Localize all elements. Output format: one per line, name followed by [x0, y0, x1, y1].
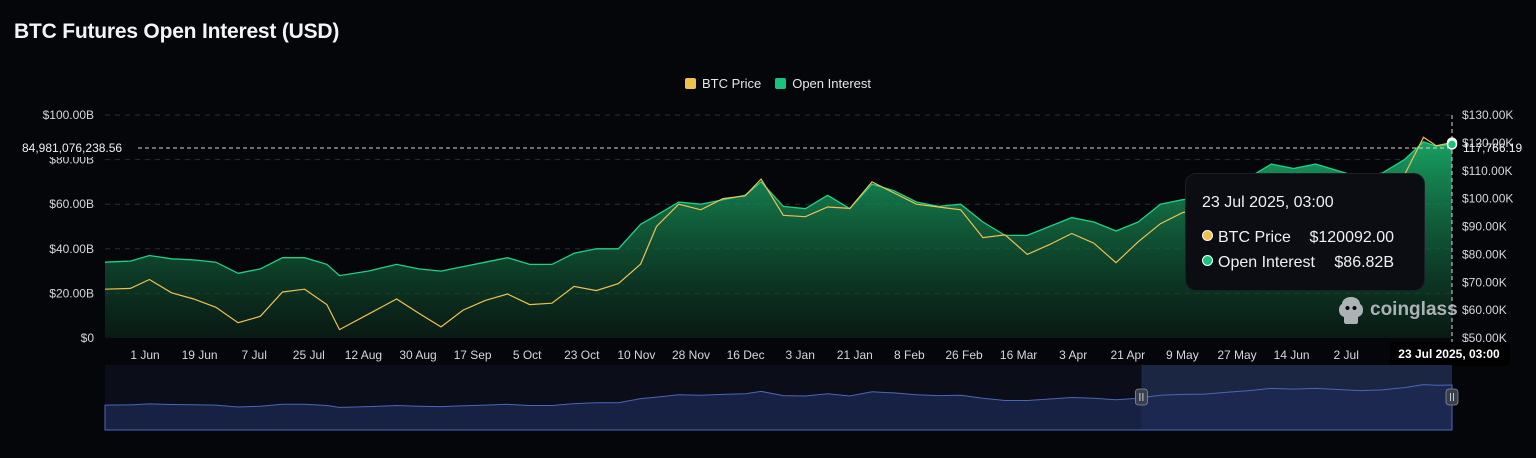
- x-tick-label: 27 May: [1217, 348, 1256, 362]
- crosshair-x-label-bg: [1390, 342, 1510, 366]
- tooltip-label-open-interest: Open Interest: [1218, 254, 1315, 271]
- y-left-tick-label: $0: [81, 331, 95, 345]
- legend-label-open-interest: Open Interest: [792, 76, 871, 91]
- legend-item-btc-price[interactable]: BTC Price: [684, 76, 762, 91]
- x-tick-label: 17 Sep: [454, 348, 492, 362]
- x-tick-label: 7 Jul: [242, 348, 267, 362]
- x-tick-label: 12 Aug: [345, 348, 382, 362]
- x-tick-label: 8 Feb: [894, 348, 925, 362]
- x-tick-label: 2 Jul: [1334, 348, 1359, 362]
- coinglass-logo-icon: [1339, 297, 1363, 324]
- tooltip-value-btc-price: $120092.00: [1309, 229, 1394, 246]
- x-tick-label: 1 Jun: [130, 348, 159, 362]
- x-tick-label: 16 Dec: [727, 348, 765, 362]
- tooltip-value-open-interest: $86.82B: [1334, 254, 1394, 271]
- tooltip-dot-open-interest: [1202, 255, 1213, 266]
- legend-item-open-interest[interactable]: Open Interest: [775, 76, 871, 91]
- x-tick-label: 25 Jul: [293, 348, 325, 362]
- x-tick-label: 14 Jun: [1274, 348, 1310, 362]
- tooltip-row-open-interest: Open Interest $86.82B: [1202, 254, 1408, 272]
- x-tick-label: 23 Oct: [564, 348, 600, 362]
- tooltip-dot-btc-price: [1202, 230, 1213, 241]
- x-tick-label: 16 Mar: [1000, 348, 1037, 362]
- overview-handle-left[interactable]: [1134, 388, 1148, 406]
- page-title: BTC Futures Open Interest (USD): [14, 20, 340, 43]
- brand-name: coinglass: [1370, 299, 1458, 320]
- overview-series: [104, 384, 1453, 431]
- x-tick-label: 21 Jan: [837, 348, 873, 362]
- y-right-tick-label: $100.00K: [1462, 192, 1513, 206]
- crosshair-left-label: 84,981,076,238.56: [22, 141, 122, 155]
- legend-label-btc-price: BTC Price: [701, 76, 762, 91]
- tooltip-time: 23 Jul 2025, 03:00: [1202, 194, 1334, 211]
- x-tick-label: 3 Jan: [786, 348, 815, 362]
- open-interest-area: [105, 141, 1452, 338]
- x-tick-label: 28 Nov: [672, 348, 710, 362]
- open-interest-marker: [1446, 139, 1458, 150]
- x-tick-label: 19 Jun: [182, 348, 218, 362]
- chart-legend: BTC Price Open Interest: [0, 76, 1536, 91]
- crosshair-x-label: 23 Jul 2025, 03:00: [1398, 347, 1500, 361]
- y-right-tick-label: $90.00K: [1462, 220, 1507, 234]
- x-tick-label: 26 Feb: [945, 348, 983, 362]
- x-tick-label: 30 Aug: [399, 348, 436, 362]
- y-right-tick-label: $120.00K: [1462, 136, 1513, 150]
- x-tick-label: 3 Apr: [1059, 348, 1087, 362]
- x-tick-label: 10 Nov: [617, 348, 655, 362]
- chart-tooltip: 23 Jul 2025, 03:00 BTC Price $120092.00 …: [1186, 174, 1424, 290]
- tooltip-row-btc-price: BTC Price $120092.00: [1202, 229, 1408, 247]
- y-right-tick-label: $60.00K: [1462, 303, 1507, 317]
- overview-handle-right[interactable]: [1445, 388, 1459, 406]
- y-left-tick-label: $60.00B: [49, 197, 94, 211]
- y-right-tick-label: $110.00K: [1462, 164, 1513, 178]
- x-tick-label: 21 Apr: [1110, 348, 1145, 362]
- legend-swatch-btc-price: [684, 78, 696, 89]
- y-left-tick-label: $100.00B: [43, 108, 94, 122]
- x-tick-label: 5 Oct: [513, 348, 542, 362]
- y-left-tick-label: $20.00B: [49, 286, 94, 300]
- y-left-tick-label: $40.00B: [49, 242, 94, 256]
- y-right-tick-label: $70.00K: [1462, 275, 1507, 289]
- legend-swatch-open-interest: [775, 78, 787, 89]
- y-right-tick-label: $50.00K: [1462, 331, 1507, 345]
- y-right-tick-label: $80.00K: [1462, 247, 1507, 261]
- crosshair-right-label: 117,766.19: [1463, 141, 1522, 155]
- y-right-tick-label: $130.00K: [1462, 108, 1513, 122]
- x-tick-label: 9 May: [1166, 348, 1199, 362]
- tooltip-label-btc-price: BTC Price: [1218, 229, 1291, 246]
- coinglass-watermark: coinglass: [1338, 296, 1458, 324]
- crosshair-left-label-bg: [14, 139, 136, 157]
